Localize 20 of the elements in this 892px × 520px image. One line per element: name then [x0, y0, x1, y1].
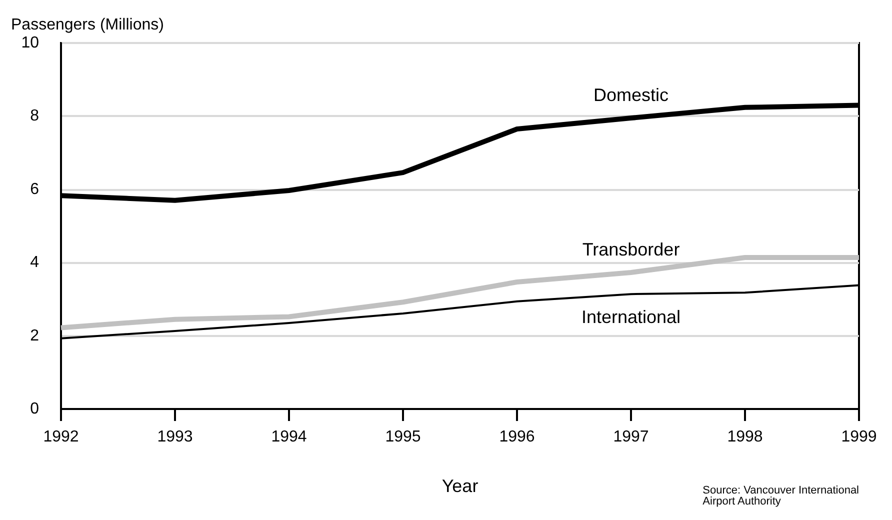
- x-tick-label: 1994: [271, 428, 307, 446]
- x-tick-label: 1992: [43, 428, 79, 446]
- series-label: Transborder: [582, 239, 680, 260]
- series-label: International: [581, 307, 681, 328]
- x-tick-label: 1999: [841, 428, 877, 446]
- y-tick-label: 2: [30, 327, 40, 344]
- x-tick-label: 1997: [613, 428, 649, 446]
- y-axis-title: Passengers (Millions): [11, 16, 164, 34]
- y-tick-label: 8: [30, 108, 40, 125]
- series-label: Domestic: [593, 85, 669, 106]
- y-tick-label: 10: [21, 34, 40, 52]
- source-note: Source: Vancouver International Airport Authority: [702, 484, 860, 508]
- y-tick-label: 0: [30, 400, 40, 418]
- x-tick-label: 1993: [157, 428, 193, 446]
- y-tick-label: 6: [30, 180, 40, 198]
- y-tick-label: 4: [30, 254, 40, 272]
- x-tick-label: 1998: [727, 428, 763, 446]
- x-tick-label: 1996: [499, 428, 535, 446]
- x-axis-title: Year: [442, 476, 478, 496]
- x-tick-label: 1995: [385, 428, 421, 446]
